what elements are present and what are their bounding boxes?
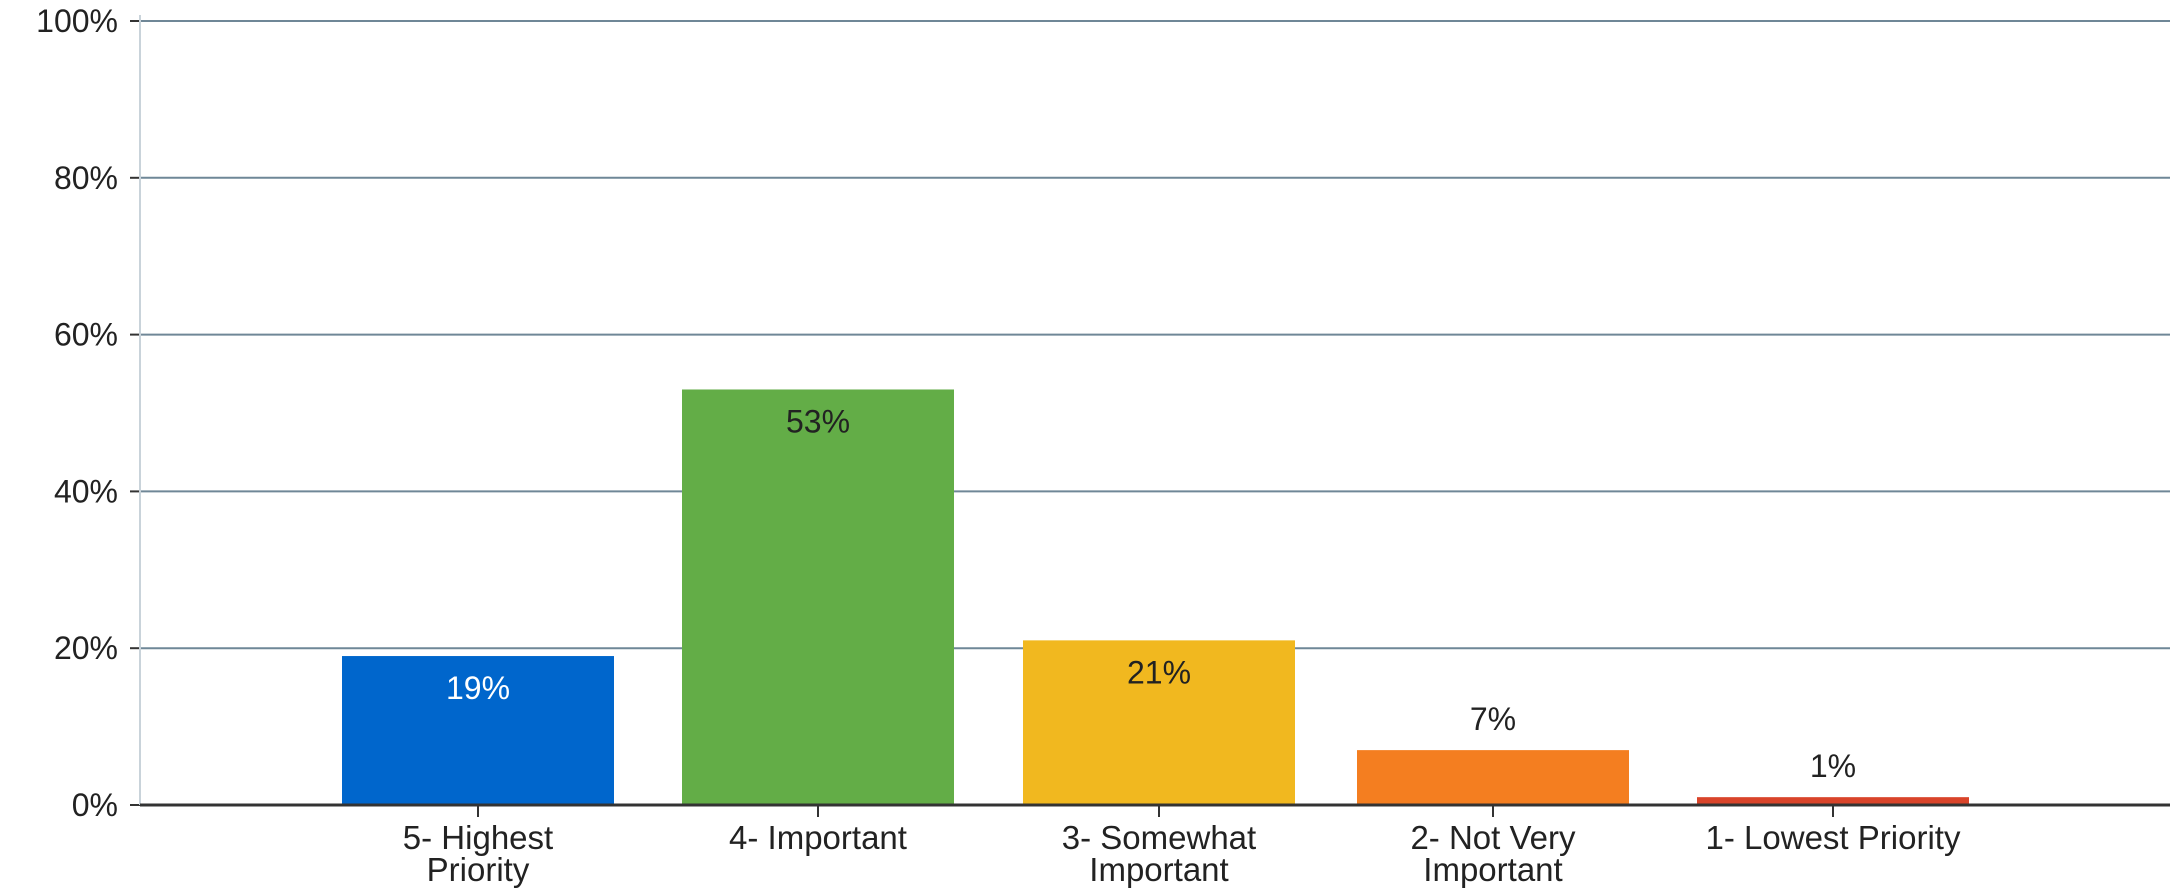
y-axis-tick-labels: 0% 20% 40% 60% 80% 100% <box>36 3 118 823</box>
y-tick-label: 100% <box>36 3 118 39</box>
y-tick-label: 80% <box>54 160 118 196</box>
x-category-label: Important <box>1423 851 1562 888</box>
bar <box>1023 640 1295 805</box>
y-tick-label: 0% <box>72 787 118 823</box>
data-label: 7% <box>1470 701 1516 737</box>
x-category-label: Priority <box>427 851 530 888</box>
data-label: 19% <box>446 670 510 706</box>
y-tick-label: 40% <box>54 473 118 509</box>
x-category-label: Important <box>1089 851 1228 888</box>
gridlines <box>140 20 2170 650</box>
bars <box>342 389 1969 805</box>
data-label: 21% <box>1127 654 1191 690</box>
bar <box>682 389 954 805</box>
axes <box>130 15 2170 817</box>
x-category-label: 2- Not Very <box>1410 819 1576 856</box>
bar <box>342 656 614 805</box>
y-tick-label: 60% <box>54 317 118 353</box>
x-category-label: 5- Highest <box>403 819 553 856</box>
bar <box>1697 797 1969 805</box>
x-category-label: 3- Somewhat <box>1062 819 1256 856</box>
x-category-label: 4- Important <box>729 819 907 856</box>
data-label: 53% <box>786 403 850 439</box>
y-tick-label: 20% <box>54 630 118 666</box>
data-label: 1% <box>1810 748 1856 784</box>
bar <box>1357 750 1629 805</box>
x-category-label: 1- Lowest Priority <box>1706 819 1961 856</box>
data-labels: 19% 53% 21% 7% 1% <box>446 403 1856 784</box>
